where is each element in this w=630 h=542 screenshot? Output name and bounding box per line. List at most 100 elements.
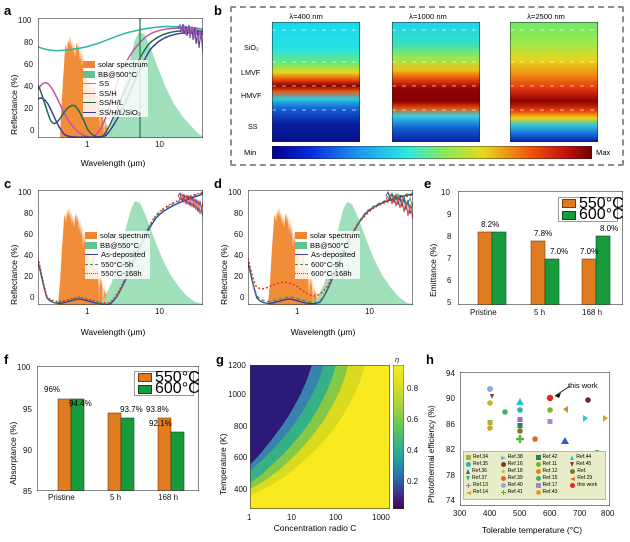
- panel-d-xlabel: Wavelength (μm): [290, 327, 356, 337]
- panel-h-xlabel: Tolerable temperature (°C): [481, 525, 583, 535]
- legend-item: solar spectrum: [295, 231, 360, 241]
- legend-marker-icon: [500, 469, 506, 474]
- legend-item: Ref.14: [466, 489, 499, 496]
- panel-c-xtick-10: 10: [155, 307, 164, 316]
- series-bb500: [308, 202, 413, 305]
- heatmap-1000nm: [392, 22, 480, 142]
- bar-label-pristine-550: 8.2%: [481, 220, 500, 229]
- legend-item: 550°C-5h: [85, 260, 150, 270]
- legend-label: Ref.45: [576, 461, 592, 467]
- panel-h-ytick-78: 78: [446, 471, 455, 480]
- bar-600-5h: [120, 417, 135, 491]
- legend-label: this work: [577, 482, 598, 488]
- legend-label: solar spectrum: [98, 60, 148, 70]
- region-transition-3: [250, 365, 348, 489]
- point-ref14: [603, 415, 608, 422]
- panel-f-label: f: [4, 352, 9, 367]
- legend-swatch-solar: [83, 61, 95, 69]
- panel-g-ytick-1200: 1200: [228, 361, 246, 370]
- layer-label-sio2: SiO₂: [244, 43, 259, 52]
- legend-item: Ref.: [570, 468, 603, 475]
- panel-g-colorbar: [393, 365, 404, 509]
- legend-marker-icon: [466, 476, 470, 481]
- panel-b: b λ=400 nm λ=1000 nm λ=2500 nm SiO₂ LMVF…: [210, 0, 630, 175]
- legend-item: Ref.41: [500, 489, 534, 496]
- bar-550-5h: [530, 240, 546, 305]
- series-noise-tail-2: [177, 192, 203, 215]
- legend-item: As-deposited: [85, 250, 150, 260]
- legend-item: 550°C: [135, 369, 200, 386]
- panel-h-ylabel: Photothermal efficiency (%): [427, 405, 436, 503]
- legend-label: 550°C-168h: [101, 269, 142, 279]
- legend-line-168h: [295, 273, 308, 275]
- layer-label-lmvf: LMVF: [241, 68, 261, 77]
- panel-h-legend-grid: Ref.34 Ref.38 Ref.42 Ref.44 Ref.35 Ref.16 Ref.…: [466, 454, 603, 496]
- panel-b-label: b: [214, 3, 222, 18]
- series-noise-tail: [177, 191, 203, 219]
- panel-e-xtick-pristine: Pristine: [470, 308, 497, 317]
- panel-a-ytick-80: 80: [24, 38, 33, 47]
- panel-a-ylabel: Reflectance (%): [9, 74, 19, 135]
- point-ref18: [487, 400, 493, 406]
- panel-e-xtick-168h: 168 h: [582, 308, 603, 317]
- legend-item: this work: [570, 482, 603, 489]
- legend-line-ssh: [83, 92, 96, 94]
- colorbar-max-label: Max: [596, 148, 611, 157]
- legend-marker-icon: [535, 490, 541, 495]
- panel-e-legend: 550°C 600°C: [558, 195, 624, 223]
- legend-marker-icon: [466, 490, 471, 495]
- legend-item: Ref.18: [500, 468, 534, 475]
- heatmap-2500nm: [510, 22, 598, 142]
- legend-label: 550°C: [579, 194, 624, 212]
- bar-550-168h: [157, 417, 172, 491]
- bar-label-5h-600: 7.0%: [550, 247, 569, 256]
- legend-label: Ref.36: [472, 468, 488, 474]
- panel-f-ytick-85: 85: [23, 487, 32, 496]
- legend-item: Ref.39: [500, 475, 534, 482]
- panel-c-ytick-60: 60: [24, 230, 33, 239]
- legend-marker-icon: [500, 483, 506, 488]
- panel-a-ytick-100: 100: [18, 16, 32, 25]
- panel-d-xtick-10: 10: [365, 307, 374, 316]
- panel-h-label: h: [426, 352, 434, 367]
- legend-item: Ref.17: [535, 482, 569, 489]
- legend-label: BB@500°C: [310, 240, 350, 250]
- legend-item: BB@500°C: [295, 241, 360, 251]
- legend-swatch-550: [138, 373, 152, 383]
- panel-c-xlabel: Wavelength (μm): [80, 327, 146, 337]
- panel-e-ytick-8: 8: [447, 232, 452, 241]
- legend-label: 600°C: [579, 206, 624, 224]
- legend-label: Ref.29: [577, 475, 593, 481]
- bar-600-5h: [544, 258, 560, 305]
- legend-label: Ref.38: [507, 454, 523, 460]
- legend-item: Ref.37: [466, 475, 499, 482]
- legend-item: 550°C: [559, 195, 624, 212]
- bar-label-5h-550: 7.8%: [534, 229, 553, 238]
- legend-item: Ref.15: [535, 475, 569, 482]
- panel-h: h Photothermal efficiency (%) Tolerable …: [420, 345, 630, 542]
- legend-item: Ref.43: [535, 489, 569, 496]
- panel-a-xlabel: Wavelength (μm): [80, 158, 146, 168]
- panel-f-ytick-100: 100: [17, 363, 31, 372]
- legend-marker-icon: [466, 483, 471, 488]
- panel-g-ytick-800: 800: [234, 422, 248, 431]
- bar-600-pristine: [70, 398, 85, 491]
- bar-label-pristine-550: 96%: [44, 385, 61, 394]
- legend-label: Ref.41: [507, 489, 523, 495]
- panel-d: d Reflectance (%) Wavelength (μm) 100 80…: [210, 175, 420, 345]
- panel-g-xtick-1000: 1000: [372, 513, 390, 522]
- series-550c-168h: [38, 191, 203, 304]
- legend-label: 550°C-5h: [101, 259, 134, 269]
- point-ref42: [517, 423, 523, 428]
- legend-label: Ref.13: [473, 482, 489, 488]
- legend-label: 600°C-168h: [311, 269, 352, 279]
- panel-e-ytick-6: 6: [447, 276, 452, 285]
- point-ref45: [490, 394, 494, 399]
- panel-h-annotation: this work: [568, 381, 598, 390]
- legend-label: SS/H: [99, 88, 117, 98]
- legend-item: 600°C-5h: [295, 260, 360, 270]
- panel-h-legend: Ref.34 Ref.38 Ref.42 Ref.44 Ref.35 Ref.16 Ref.…: [463, 451, 606, 500]
- legend-swatch-600: [138, 384, 152, 394]
- panel-g-cbtick-04: 0.4: [407, 446, 419, 455]
- series-noise-tail: [177, 23, 203, 55]
